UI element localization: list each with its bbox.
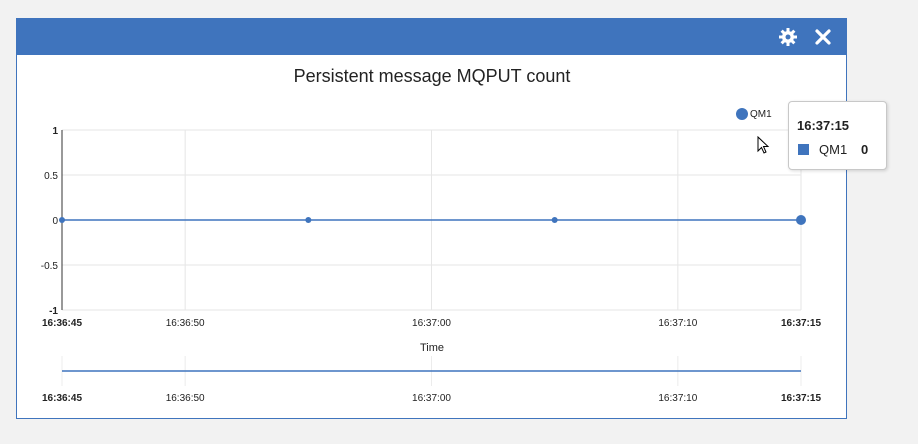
x-tick-label: 16:37:15: [781, 318, 821, 329]
chart-tooltip: 16:37:15 QM1 0: [788, 101, 887, 170]
tooltip-series-swatch: [798, 144, 809, 155]
y-tick-label: -0.5: [41, 261, 59, 272]
tooltip-time: 16:37:15: [797, 118, 850, 133]
widget-titlebar: [17, 19, 846, 55]
mouse-cursor-icon: [757, 136, 770, 154]
tooltip-series-name: QM1: [819, 142, 848, 157]
navigator-tick-label: 16:37:00: [412, 393, 451, 404]
data-point: [59, 217, 65, 223]
data-point: [551, 217, 558, 223]
y-tick-label: 0.5: [44, 171, 58, 182]
navigator-tick-label: 16:37:10: [658, 393, 697, 404]
chart-title: Persistent message MQPUT count: [294, 66, 571, 86]
y-tick-label: 0: [52, 216, 58, 227]
close-icon[interactable]: [811, 25, 835, 49]
data-point: [305, 217, 312, 223]
y-tick-label: -1: [49, 306, 58, 317]
chart-widget: [16, 18, 847, 419]
y-tick-label: 1: [52, 126, 58, 137]
gear-icon[interactable]: [776, 25, 800, 49]
x-axis-label: Time: [420, 342, 444, 354]
tooltip-value: 0: [861, 142, 869, 157]
legend-label: QM1: [750, 109, 772, 120]
navigator-tick-label: 16:36:45: [42, 393, 82, 404]
x-tick-label: 16:37:10: [658, 318, 697, 329]
legend-marker: [736, 108, 748, 120]
x-tick-label: 16:36:45: [42, 318, 82, 329]
x-tick-label: 16:37:00: [412, 318, 451, 329]
x-tick-label: 16:36:50: [166, 318, 205, 329]
navigator-tick-label: 16:36:50: [166, 393, 205, 404]
data-point: [796, 215, 806, 225]
navigator-tick-label: 16:37:15: [781, 393, 821, 404]
